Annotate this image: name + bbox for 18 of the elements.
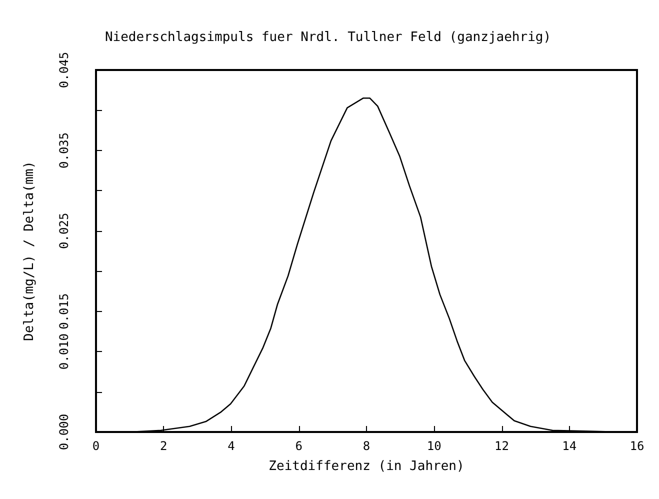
x-tick-label: 0 — [92, 439, 100, 453]
y-tick-label: 0.015 — [57, 293, 71, 330]
y-tick-label: 0.045 — [57, 52, 71, 88]
x-tick-label: 2 — [160, 439, 168, 453]
x-tick-label: 16 — [630, 439, 644, 453]
chart-title: Niederschlagsimpuls fuer Nrdl. Tullner Feld (ganzjaehrig) — [104, 30, 552, 45]
y-tick-label: 0.025 — [57, 212, 71, 249]
y-tick-label: 0.035 — [57, 132, 71, 169]
y-axis-title: Delta(mg/L) / Delta(mm) — [22, 160, 37, 342]
x-tick-label: 14 — [562, 439, 577, 453]
x-tick-label: 4 — [228, 439, 235, 453]
x-tick-label: 8 — [362, 439, 370, 453]
y-tick-label: 0.000 — [57, 414, 71, 450]
y-tick-label: 0.010 — [57, 333, 71, 370]
x-tick-label: 6 — [295, 439, 302, 453]
x-tick-label: 12 — [494, 439, 509, 453]
x-tick-label: 10 — [426, 439, 442, 453]
x-axis-title: Zeitdifferenz (in Jahren) — [268, 459, 464, 474]
